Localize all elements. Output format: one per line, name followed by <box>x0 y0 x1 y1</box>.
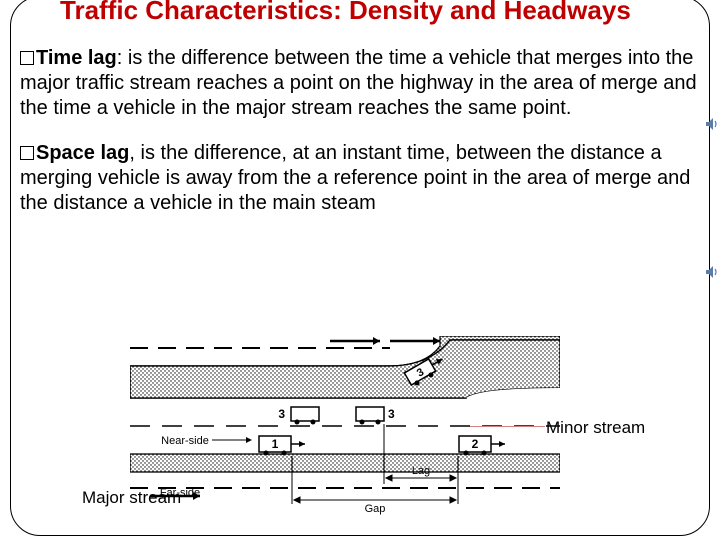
svg-text:2: 2 <box>472 437 479 451</box>
nearside-label: Near-side <box>161 435 209 447</box>
svg-text:1: 1 <box>272 437 279 451</box>
major-stream-label: Major stream <box>82 488 181 508</box>
paragraph-space-lag: Space lag, is the difference, at an inst… <box>20 141 702 216</box>
minor-stream-pointer <box>470 426 545 427</box>
svg-text:Gap: Gap <box>365 503 386 515</box>
bullet-icon <box>20 51 34 65</box>
term-space-lag: Space lag <box>36 142 129 164</box>
sep: , <box>129 142 140 164</box>
slide-title: Traffic Characteristics: Density and Hea… <box>0 0 720 26</box>
content-area: Time lag: is the difference between the … <box>0 26 720 216</box>
bullet-icon <box>20 146 34 160</box>
sep: : <box>117 47 128 69</box>
flow-arrows-top <box>330 337 440 345</box>
sound-icon[interactable] <box>704 116 720 132</box>
term-time-lag: Time lag <box>36 47 117 69</box>
bottom-shoulder <box>130 454 560 472</box>
svg-text:Lag: Lag <box>412 465 430 477</box>
sound-icon[interactable] <box>704 264 720 280</box>
paragraph-time-lag: Time lag: is the difference between the … <box>20 46 702 121</box>
vehicle-3-nearside: 3 <box>278 407 319 425</box>
minor-stream-label: Minor stream <box>546 418 645 438</box>
vehicle-2: 2 <box>459 436 505 456</box>
vehicle-1: 1 <box>259 436 305 456</box>
svg-text:3: 3 <box>388 407 395 421</box>
vehicle-3-mid: 3 <box>356 407 395 425</box>
svg-text:3: 3 <box>278 407 285 421</box>
